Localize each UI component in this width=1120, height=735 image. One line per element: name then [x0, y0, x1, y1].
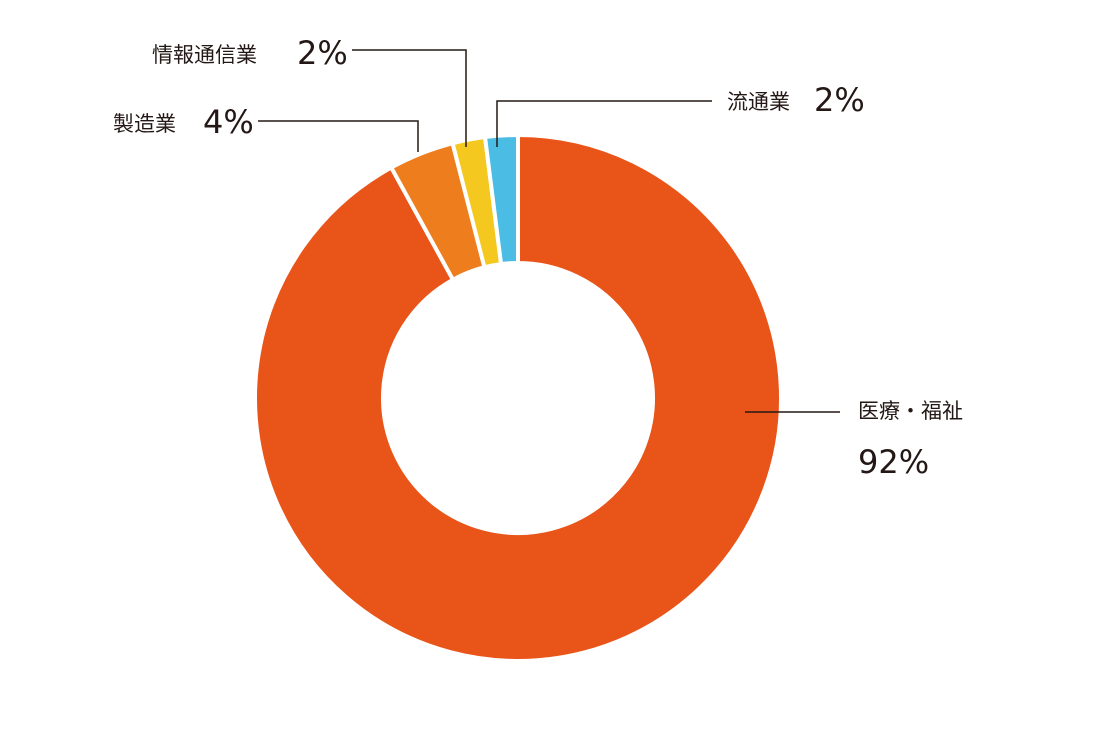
category-label: 情報通信業 [152, 43, 257, 67]
donut-slice [253, 132, 783, 663]
donut-slice [482, 132, 520, 267]
value-label: 2% [814, 81, 865, 119]
leader-line [496, 100, 712, 147]
leader-line [352, 49, 467, 147]
value-label: 4% [203, 103, 254, 141]
leader-line [258, 120, 419, 152]
slices [253, 132, 783, 663]
category-label: 流通業 [727, 90, 790, 114]
category-label: 製造業 [113, 112, 176, 136]
category-label: 医療・福祉 [858, 399, 963, 423]
value-label: 92% [858, 443, 929, 481]
value-label: 2% [297, 34, 348, 72]
